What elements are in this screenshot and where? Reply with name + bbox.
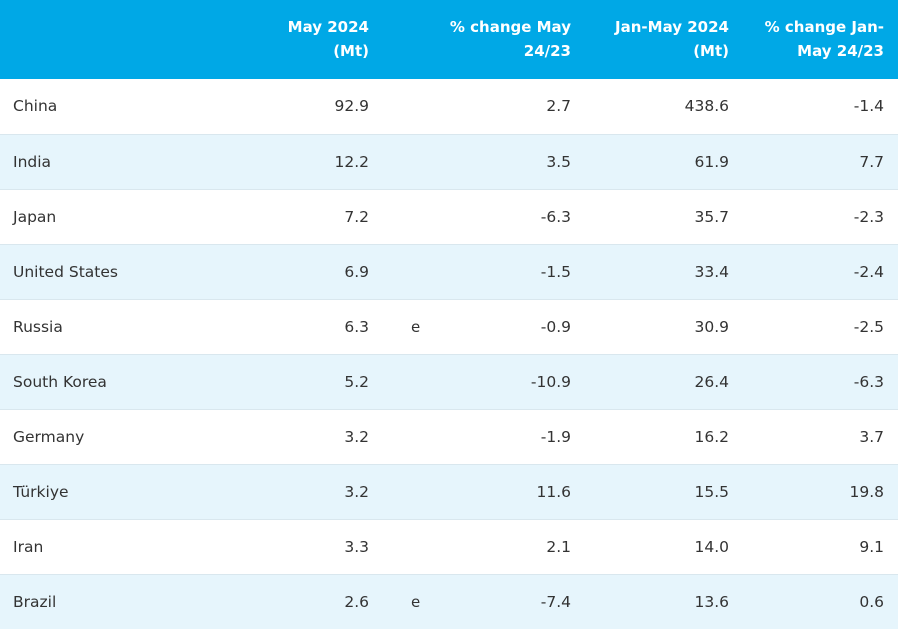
cell-change-may: 2.7 bbox=[546, 97, 571, 116]
table-row: Russia 6.3 e -0.9 30.9 -2.5 bbox=[0, 299, 898, 354]
cell-jan-may-2024: 26.4 bbox=[694, 372, 729, 391]
table-row: United States 6.9 -1.5 33.4 -2.4 bbox=[0, 244, 898, 299]
cell-jan-may-2024: 15.5 bbox=[694, 482, 729, 501]
table-row: Germany 3.2 -1.9 16.2 3.7 bbox=[0, 409, 898, 464]
cell-country: Germany bbox=[13, 427, 85, 446]
table-header-row: May 2024 (Mt) % change May 24/23 Jan-May 2… bbox=[0, 0, 898, 79]
cell-estimate-flag: e bbox=[411, 592, 421, 611]
cell-country: South Korea bbox=[13, 372, 107, 391]
table-row: Türkiye 3.2 11.6 15.5 19.8 bbox=[0, 464, 898, 519]
cell-change-jan-may: 3.7 bbox=[859, 427, 884, 446]
header-country bbox=[0, 0, 205, 79]
cell-jan-may-2024: 13.6 bbox=[694, 592, 729, 611]
table-row: India 12.2 3.5 61.9 7.7 bbox=[0, 134, 898, 189]
cell-may-2024: 12.2 bbox=[334, 152, 369, 171]
cell-may-2024: 7.2 bbox=[344, 207, 369, 226]
table-body: China 92.9 2.7 438.6 -1.4 India 12.2 3.5 61.9 7.7… bbox=[0, 79, 898, 629]
cell-change-jan-may: 9.1 bbox=[859, 537, 884, 556]
header-change-may: % change May 24/23 bbox=[428, 0, 585, 79]
header-jan-may-2024: Jan-May 2024 (Mt) bbox=[585, 0, 743, 79]
cell-estimate-flag bbox=[383, 519, 428, 574]
cell-may-2024: 3.3 bbox=[344, 537, 369, 556]
cell-change-may: -7.4 bbox=[540, 592, 571, 611]
cell-may-2024: 3.2 bbox=[344, 482, 369, 501]
cell-jan-may-2024: 16.2 bbox=[694, 427, 729, 446]
table-row: Brazil 2.6 e -7.4 13.6 0.6 bbox=[0, 574, 898, 629]
cell-change-may: -6.3 bbox=[540, 207, 571, 226]
cell-estimate-flag bbox=[383, 189, 428, 244]
header-change-jan-may: % change Jan- May 24/23 bbox=[743, 0, 898, 79]
cell-jan-may-2024: 61.9 bbox=[694, 152, 729, 171]
cell-change-may: 11.6 bbox=[536, 482, 571, 501]
cell-change-may: -1.5 bbox=[540, 262, 571, 281]
cell-country: China bbox=[13, 97, 58, 116]
cell-estimate-flag bbox=[383, 354, 428, 409]
cell-may-2024: 6.3 bbox=[344, 317, 369, 336]
cell-may-2024: 2.6 bbox=[344, 592, 369, 611]
cell-change-may: -0.9 bbox=[540, 317, 571, 336]
cell-may-2024: 92.9 bbox=[334, 97, 369, 116]
cell-jan-may-2024: 30.9 bbox=[694, 317, 729, 336]
cell-estimate-flag bbox=[383, 244, 428, 299]
cell-estimate-flag bbox=[383, 409, 428, 464]
cell-change-jan-may: 7.7 bbox=[859, 152, 884, 171]
table-row: China 92.9 2.7 438.6 -1.4 bbox=[0, 79, 898, 134]
cell-country: Iran bbox=[13, 537, 44, 556]
cell-estimate-flag: e bbox=[411, 317, 421, 336]
cell-estimate-flag bbox=[383, 79, 428, 134]
cell-jan-may-2024: 33.4 bbox=[694, 262, 729, 281]
cell-may-2024: 6.9 bbox=[344, 262, 369, 281]
cell-estimate-flag bbox=[383, 464, 428, 519]
table-row: Japan 7.2 -6.3 35.7 -2.3 bbox=[0, 189, 898, 244]
cell-change-jan-may: -6.3 bbox=[853, 372, 884, 391]
cell-jan-may-2024: 14.0 bbox=[694, 537, 729, 556]
cell-may-2024: 5.2 bbox=[344, 372, 369, 391]
cell-country: Brazil bbox=[13, 592, 57, 611]
cell-change-jan-may: 19.8 bbox=[849, 482, 884, 501]
cell-country: United States bbox=[13, 262, 118, 281]
cell-change-may: 2.1 bbox=[546, 537, 571, 556]
cell-change-jan-may: -2.3 bbox=[853, 207, 884, 226]
header-may-2024: May 2024 (Mt) bbox=[205, 0, 383, 79]
cell-country: Türkiye bbox=[13, 482, 69, 501]
cell-change-may: 3.5 bbox=[546, 152, 571, 171]
cell-country: India bbox=[13, 152, 52, 171]
cell-jan-may-2024: 35.7 bbox=[694, 207, 729, 226]
cell-change-may: -1.9 bbox=[540, 427, 571, 446]
table-row: South Korea 5.2 -10.9 26.4 -6.3 bbox=[0, 354, 898, 409]
header-flag bbox=[383, 0, 428, 79]
cell-jan-may-2024: 438.6 bbox=[684, 97, 729, 116]
cell-change-may: -10.9 bbox=[530, 372, 571, 391]
cell-may-2024: 3.2 bbox=[344, 427, 369, 446]
cell-country: Japan bbox=[13, 207, 57, 226]
cell-country: Russia bbox=[13, 317, 63, 336]
cell-change-jan-may: -1.4 bbox=[853, 97, 884, 116]
cell-change-jan-may: -2.4 bbox=[853, 262, 884, 281]
cell-change-jan-may: 0.6 bbox=[859, 592, 884, 611]
cell-change-jan-may: -2.5 bbox=[853, 317, 884, 336]
cell-estimate-flag bbox=[383, 134, 428, 189]
table-row: Iran 3.3 2.1 14.0 9.1 bbox=[0, 519, 898, 574]
